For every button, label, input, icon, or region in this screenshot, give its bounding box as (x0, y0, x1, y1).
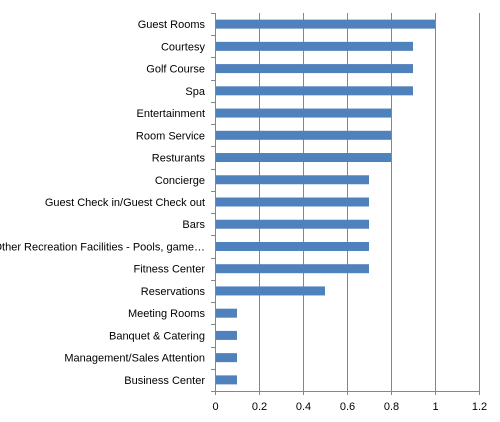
x-tick-label: 0.2 (252, 401, 267, 413)
bar (216, 153, 391, 163)
bar (216, 41, 413, 51)
bar (216, 64, 413, 74)
category-labels: Guest Rooms Courtesy Golf Course Spa Enterta… (0, 19, 206, 387)
bar (216, 286, 325, 296)
category-label: Management/Sales Attention (64, 353, 205, 365)
x-tick-label: 0.4 (296, 401, 311, 413)
category-label: Business Center (124, 375, 205, 387)
category-label: Other Recreation Facilities - Pools, gam… (0, 241, 205, 253)
x-tick-label: 1.2 (472, 401, 487, 413)
bar (216, 308, 237, 318)
category-label: Resturants (152, 153, 206, 165)
category-label: Fitness Center (133, 264, 205, 276)
bar (216, 353, 237, 363)
category-label: Spa (185, 86, 205, 98)
x-tick-label: 1 (432, 401, 438, 413)
axes (211, 13, 480, 395)
x-tick-labels: 0 0.2 0.4 0.6 0.8 1 1.2 (212, 401, 487, 413)
bar (216, 219, 369, 229)
bar (216, 86, 413, 96)
category-label: Reservations (141, 286, 206, 298)
category-label: Bars (182, 219, 205, 231)
bar (216, 375, 237, 385)
x-tick-label: 0.8 (384, 401, 399, 413)
category-label: Guest Check in/Guest Check out (45, 197, 205, 209)
category-label: Guest Rooms (138, 19, 206, 31)
x-tick-label: 0.6 (340, 401, 355, 413)
bar (216, 264, 369, 274)
bars (216, 19, 435, 385)
bar (216, 130, 391, 140)
bar (216, 108, 391, 118)
category-label: Courtesy (161, 41, 206, 53)
category-label: Meeting Rooms (128, 308, 206, 320)
category-label: Banquet & Catering (109, 330, 205, 342)
category-label: Concierge (155, 175, 205, 187)
bar (216, 175, 369, 185)
category-label: Room Service (136, 130, 205, 142)
bar (216, 241, 369, 251)
category-label: Entertainment (137, 108, 205, 120)
category-label: Golf Course (146, 64, 205, 76)
bar (216, 330, 237, 340)
bar (216, 197, 369, 207)
bar (216, 19, 435, 29)
x-tick-label: 0 (212, 401, 218, 413)
